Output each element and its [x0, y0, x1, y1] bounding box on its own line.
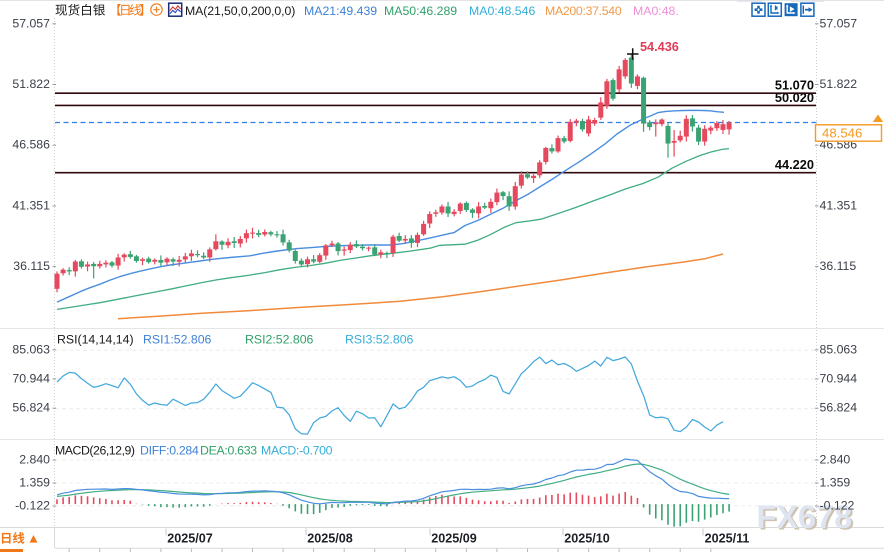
svg-text:1.359: 1.359 [19, 475, 50, 489]
svg-text:36.115: 36.115 [820, 259, 857, 273]
svg-text:46.586: 46.586 [12, 138, 50, 152]
svg-text:MA21:49.439: MA21:49.439 [304, 4, 377, 18]
svg-text:RSI3:52.806: RSI3:52.806 [345, 333, 414, 347]
svg-text:-0.122: -0.122 [820, 498, 855, 512]
svg-text:MA(21,50,0,200,0,0): MA(21,50,0,200,0,0) [185, 4, 295, 18]
svg-text:2025/09: 2025/09 [431, 531, 477, 545]
svg-text:RSI2:52.806: RSI2:52.806 [245, 333, 314, 347]
svg-text:2025/07: 2025/07 [167, 531, 213, 545]
svg-text:51.070: 51.070 [775, 78, 814, 93]
svg-text:2.840: 2.840 [19, 453, 50, 467]
svg-text:85.063: 85.063 [820, 342, 858, 356]
svg-text:57.057: 57.057 [820, 16, 858, 30]
svg-text:1.359: 1.359 [820, 475, 851, 489]
svg-text:2.840: 2.840 [820, 453, 851, 467]
svg-text:85.063: 85.063 [12, 342, 50, 356]
svg-text:-0.122: -0.122 [15, 498, 50, 512]
svg-text:MACD(26,12,9): MACD(26,12,9) [55, 444, 135, 458]
svg-text:51.822: 51.822 [820, 77, 858, 91]
svg-text:41.351: 41.351 [12, 198, 50, 212]
svg-text:70.944: 70.944 [820, 371, 858, 385]
svg-text:RSI(14,14,14): RSI(14,14,14) [57, 333, 134, 347]
svg-text:44.220: 44.220 [775, 157, 814, 172]
svg-text:51.822: 51.822 [12, 77, 50, 91]
svg-text:2025/10: 2025/10 [564, 531, 610, 545]
svg-text:56.824: 56.824 [12, 401, 50, 415]
svg-text:2025/08: 2025/08 [307, 531, 353, 545]
svg-text:MA200:37.540: MA200:37.540 [545, 4, 622, 18]
svg-text:MA0:48.: MA0:48. [633, 4, 679, 18]
svg-text:RSI1:52.806: RSI1:52.806 [143, 333, 212, 347]
svg-text:MA50:46.289: MA50:46.289 [384, 4, 457, 18]
svg-text:48.546: 48.546 [822, 126, 862, 141]
svg-text:70.944: 70.944 [12, 371, 50, 385]
svg-text:DEA:0.633: DEA:0.633 [200, 444, 257, 458]
svg-text:56.824: 56.824 [820, 401, 858, 415]
svg-text:FX678: FX678 [757, 499, 853, 535]
svg-text:FX678: FX678 [759, 501, 855, 537]
svg-text:36.115: 36.115 [13, 259, 50, 273]
svg-text:50.020: 50.020 [775, 90, 814, 105]
svg-text:2025/11: 2025/11 [705, 531, 750, 545]
svg-text:54.436: 54.436 [640, 40, 679, 54]
svg-text:MACD:-0.700: MACD:-0.700 [261, 444, 333, 458]
svg-text:57.057: 57.057 [12, 16, 50, 30]
svg-text:DIFF:0.284: DIFF:0.284 [140, 444, 199, 458]
svg-text:41.351: 41.351 [820, 198, 858, 212]
svg-text:MA0:48.546: MA0:48.546 [469, 4, 535, 18]
